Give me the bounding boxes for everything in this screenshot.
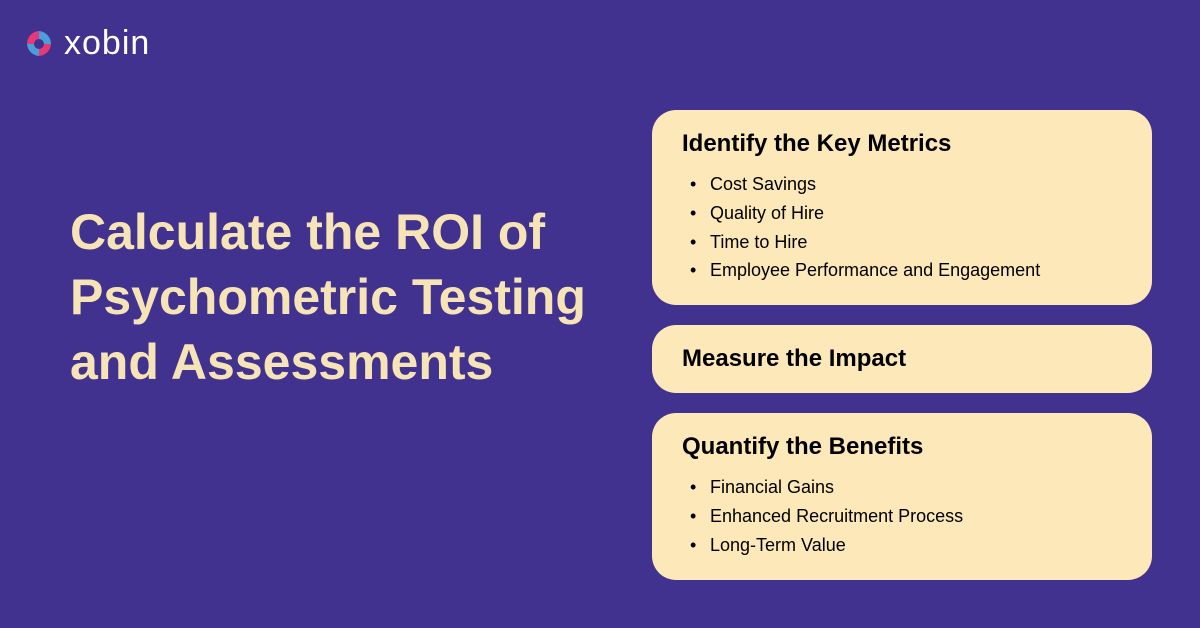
- list-item: Cost Savings: [690, 170, 1122, 199]
- logo-icon: [24, 29, 54, 59]
- list-item: Time to Hire: [690, 228, 1122, 257]
- main-heading: Calculate the ROI of Psychometric Testin…: [70, 200, 610, 395]
- card-measure-impact: Measure the Impact: [652, 325, 1152, 393]
- logo-text: xobin: [64, 24, 150, 63]
- list-item: Quality of Hire: [690, 199, 1122, 228]
- cards-container: Identify the Key Metrics Cost Savings Qu…: [652, 110, 1152, 580]
- card-title: Measure the Impact: [682, 345, 1122, 373]
- card-quantify-benefits: Quantify the Benefits Financial Gains En…: [652, 413, 1152, 579]
- list-item: Enhanced Recruitment Process: [690, 502, 1122, 531]
- card-list: Cost Savings Quality of Hire Time to Hir…: [682, 170, 1122, 285]
- list-item: Long-Term Value: [690, 531, 1122, 560]
- card-title: Quantify the Benefits: [682, 433, 1122, 461]
- list-item: Employee Performance and Engagement: [690, 256, 1122, 285]
- card-key-metrics: Identify the Key Metrics Cost Savings Qu…: [652, 110, 1152, 305]
- list-item: Financial Gains: [690, 473, 1122, 502]
- card-list: Financial Gains Enhanced Recruitment Pro…: [682, 473, 1122, 559]
- brand-logo: xobin: [24, 24, 150, 63]
- card-title: Identify the Key Metrics: [682, 130, 1122, 158]
